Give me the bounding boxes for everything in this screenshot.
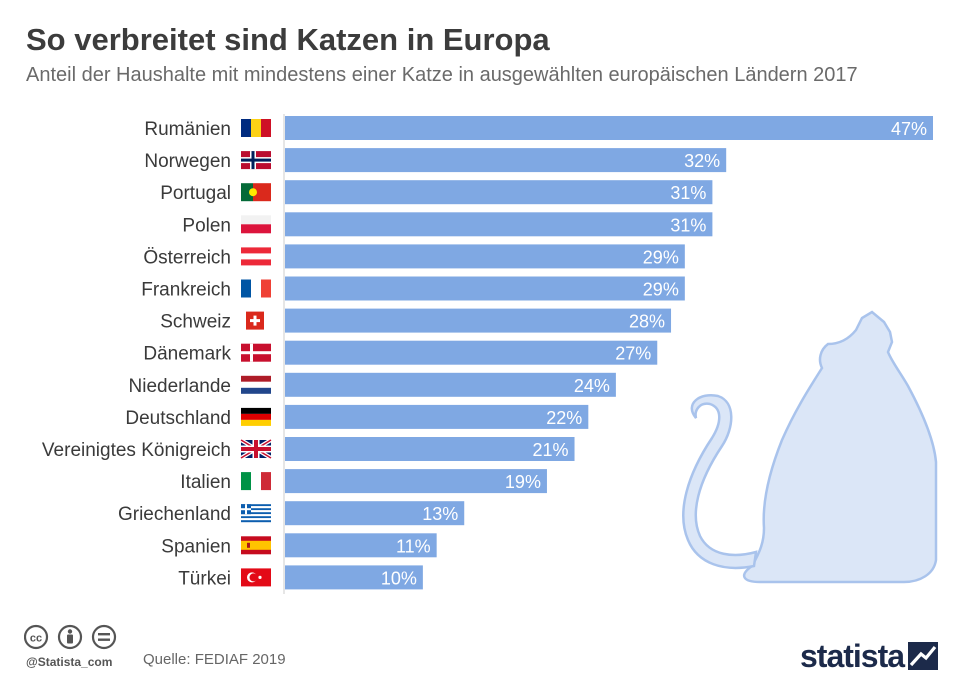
attribution-icon (57, 624, 83, 650)
bar-row: Österreich 29% (143, 244, 685, 269)
category-label: Dänemark (143, 344, 231, 365)
bar (285, 244, 685, 269)
netherlands-flag-icon (241, 375, 271, 394)
data-label: 19% (505, 472, 541, 492)
bar-row: Italien 19% (180, 469, 547, 494)
category-label: Rumänien (144, 119, 231, 140)
category-label: Norwegen (144, 151, 231, 172)
data-label: 29% (643, 247, 679, 267)
data-label: 13% (422, 504, 458, 524)
data-label: 31% (670, 183, 706, 203)
bar-row: Niederlande 24% (129, 372, 616, 397)
data-label: 29% (643, 280, 679, 300)
romania-flag-icon (241, 119, 271, 137)
chart-subtitle: Anteil der Haushalte mit mindestens eine… (26, 64, 858, 86)
data-label: 21% (533, 440, 569, 460)
data-label: 10% (381, 568, 417, 588)
italy-flag-icon (241, 472, 271, 491)
data-label: 28% (629, 312, 665, 332)
no-derivatives-icon (91, 624, 117, 650)
bar-row: Deutschland 22% (125, 404, 589, 429)
bar (285, 533, 437, 558)
cat-silhouette-icon (682, 310, 938, 584)
turkey-flag-icon (241, 568, 271, 587)
category-label: Deutschland (125, 408, 231, 429)
bar-row: Polen 31% (182, 212, 713, 237)
bar-row: Türkei 10% (178, 565, 423, 590)
data-label: 11% (396, 536, 431, 556)
category-label: Türkei (178, 568, 231, 589)
austria-flag-icon (241, 247, 271, 266)
license-icons: cc (24, 624, 117, 650)
bar-row: Portugal 31% (160, 180, 713, 205)
bar-row: Frankreich 29% (141, 276, 685, 301)
bar (285, 469, 547, 494)
bar (285, 501, 465, 526)
category-label: Spanien (161, 536, 231, 557)
category-label: Schweiz (160, 312, 231, 333)
data-label: 32% (684, 151, 720, 171)
bar (285, 404, 589, 429)
data-label: 31% (670, 215, 706, 235)
bar (285, 437, 575, 461)
category-label: Österreich (143, 247, 231, 268)
uk-flag-icon (239, 438, 273, 460)
bar-row: Schweiz 28% (160, 308, 672, 333)
data-label: 22% (546, 408, 582, 428)
category-label: Griechenland (118, 504, 231, 525)
germany-flag-icon (241, 407, 271, 426)
bar (285, 212, 713, 237)
cc-icon: cc (24, 624, 49, 650)
bar (285, 276, 685, 301)
data-label: 47% (891, 119, 927, 139)
bar (285, 340, 658, 365)
category-label: Frankreich (141, 280, 231, 301)
switzerland-flag-icon (246, 311, 264, 330)
chart-title: So verbreitet sind Katzen in Europa (26, 22, 550, 57)
category-label: Italien (180, 472, 231, 493)
category-label: Polen (182, 215, 231, 236)
category-label: Portugal (160, 183, 231, 204)
france-flag-icon (241, 279, 271, 298)
svg-text:cc: cc (30, 633, 42, 645)
poland-flag-icon (241, 215, 271, 234)
bar-row: Spanien 11% (161, 533, 437, 558)
data-label: 27% (615, 344, 651, 364)
category-label: Vereinigtes Königreich (42, 440, 231, 461)
bar (285, 308, 672, 333)
brand-name: statista (800, 638, 905, 674)
spain-flag-icon (241, 536, 271, 555)
bar (285, 148, 727, 173)
bar-row: Norwegen 32% (144, 148, 727, 173)
bar-row: Dänemark 27% (143, 340, 658, 365)
bar-row: Rumänien 47% (144, 116, 933, 140)
bar (285, 116, 933, 140)
footer-handle: @Statista_com (26, 655, 113, 669)
statista-logo: statista (800, 638, 939, 674)
denmark-flag-icon (241, 343, 271, 362)
statista-logo-icon (908, 642, 939, 670)
bar (285, 565, 423, 590)
bar-row: Vereinigtes Königreich 21% (42, 437, 575, 461)
bar-row: Griechenland 13% (118, 501, 465, 526)
portugal-flag-icon (241, 183, 271, 202)
data-label: 24% (574, 376, 610, 396)
bar (285, 180, 713, 205)
norway-flag-icon (241, 151, 271, 170)
category-label: Niederlande (129, 376, 231, 397)
footer-source: Quelle: FEDIAF 2019 (143, 651, 286, 668)
bar (285, 372, 616, 397)
greece-flag-icon (241, 504, 271, 523)
